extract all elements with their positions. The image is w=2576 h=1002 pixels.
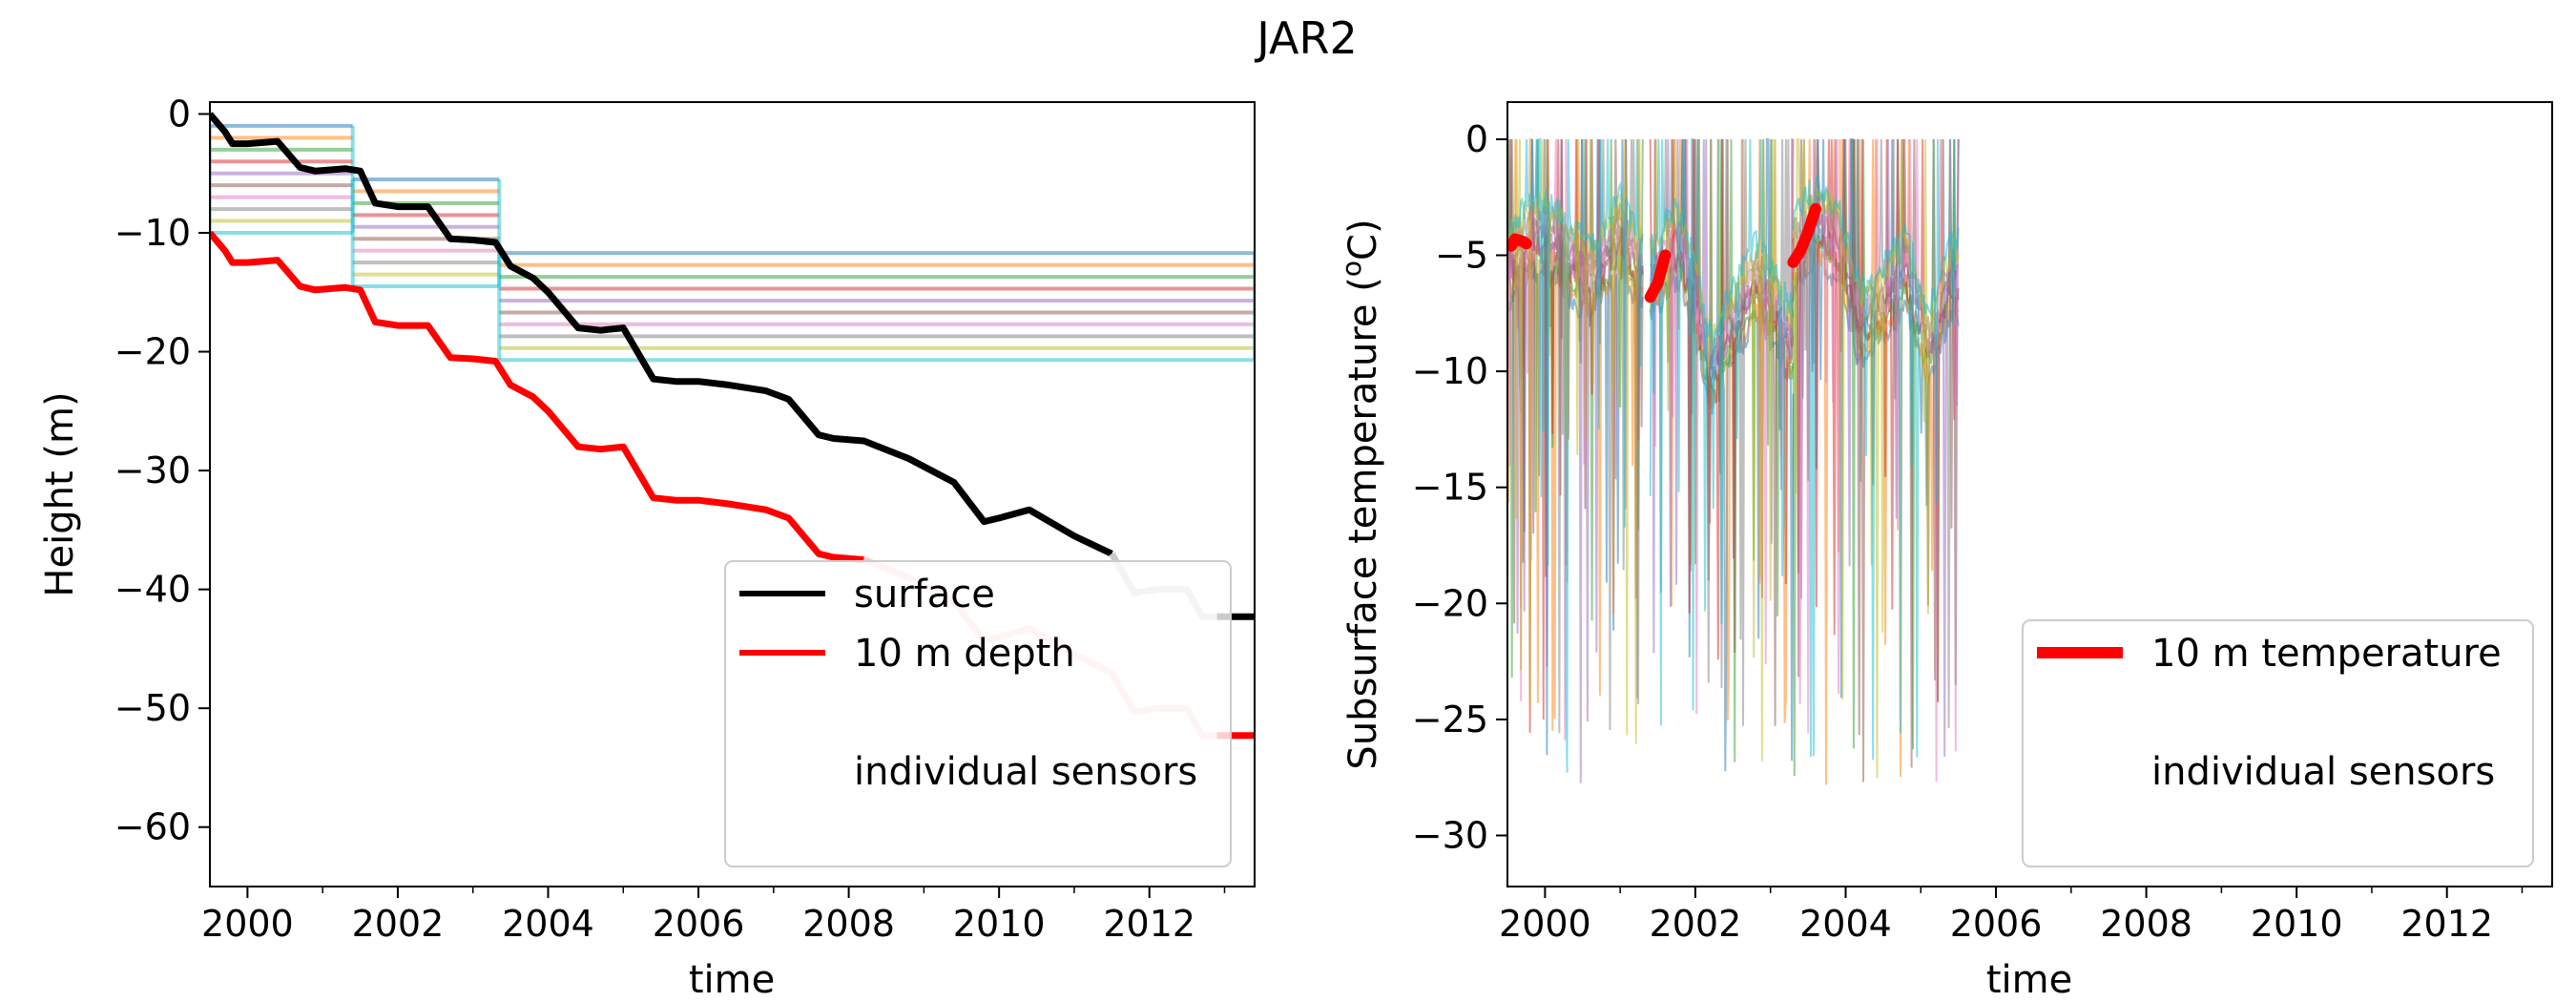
temperature-x-tick-label: 2008 bbox=[2100, 903, 2192, 945]
height-y-tick-label: −20 bbox=[114, 331, 191, 373]
sensor-temperature-lines bbox=[1507, 137, 1960, 785]
legend-label-surface: surface bbox=[854, 573, 995, 616]
temperature-x-tick-label: 2000 bbox=[1499, 903, 1591, 945]
height-legend-box bbox=[724, 560, 1232, 867]
temperature-10m-segment bbox=[1644, 249, 1672, 303]
sensor-temperature-line bbox=[1792, 138, 1960, 785]
temperature-y-tick-label: −25 bbox=[1412, 699, 1488, 741]
height-x-ticks: 2000 2002 2004 2006 2008 2010 2012 bbox=[201, 887, 1226, 945]
height-x-tick-label: 2010 bbox=[953, 903, 1046, 945]
height-y-tick-label: −60 bbox=[114, 806, 191, 848]
series-line bbox=[210, 112, 1113, 557]
temperature-plot-frame bbox=[1506, 101, 2553, 887]
height-x-tick-label: 2008 bbox=[802, 903, 895, 945]
temperature-10m-segment bbox=[1787, 202, 1821, 268]
sensor-depth-lines bbox=[210, 123, 1255, 363]
height-y-tick-label: −40 bbox=[114, 569, 191, 611]
temperature-x-tick-label: 2006 bbox=[1950, 903, 2043, 945]
height-x-label: time bbox=[689, 958, 775, 1002]
legend-label-individual-sensors: individual sensors bbox=[854, 750, 1197, 794]
temperature-x-ticks: 2000 2002 2004 2006 2008 2010 2012 bbox=[1499, 887, 2524, 945]
sensor-temperature-line bbox=[1792, 138, 1960, 761]
temperature-x-label: time bbox=[1986, 958, 2072, 1002]
temperature-y-ticks: 0 −5 −10 −15 −20 −25 −30 bbox=[1412, 118, 1507, 856]
temperature-legend-box bbox=[2022, 619, 2534, 867]
height-y-tick-label: −50 bbox=[114, 687, 191, 729]
height-y-tick-label: −10 bbox=[114, 212, 191, 254]
temperature-y-tick-label: 0 bbox=[1465, 118, 1488, 160]
temperature-x-tick-label: 2002 bbox=[1650, 903, 1742, 945]
sensor-temperature-line bbox=[1507, 138, 1644, 744]
series-line bbox=[210, 230, 864, 563]
height-legend: surface 10 m depth individual sensors bbox=[724, 560, 1232, 867]
sensor-temperature-line bbox=[1507, 137, 1644, 773]
legend-label-individual-sensors-temp: individual sensors bbox=[2151, 750, 2495, 794]
height-y-ticks: 0 −10 −20 −30 −40 −50 −60 bbox=[114, 93, 210, 848]
temperature-x-tick-label: 2004 bbox=[1799, 903, 1892, 945]
height-x-tick-label: 2012 bbox=[1103, 903, 1195, 945]
temperature-y-label: Subsurface temperature (oC) bbox=[1336, 219, 1386, 769]
temperature-y-tick-label: −5 bbox=[1435, 235, 1488, 277]
temperature-panel: 2000 2002 2004 2006 2008 2010 2012 0 −5 −10 −15 −2… bbox=[1336, 101, 2553, 1002]
temperature-y-tick-label: −20 bbox=[1412, 582, 1488, 624]
height-y-label: Height (m) bbox=[38, 391, 82, 596]
temperature-y-tick-label: −15 bbox=[1412, 467, 1488, 509]
legend-label-10m-depth: 10 m depth bbox=[854, 632, 1075, 676]
temperature-10m-segment bbox=[1507, 233, 1532, 252]
temperature-x-tick-label: 2010 bbox=[2251, 903, 2343, 945]
temperature-y-tick-label: −10 bbox=[1412, 350, 1488, 392]
height-y-tick-label: −30 bbox=[114, 449, 191, 491]
temperature-series bbox=[1507, 202, 1821, 303]
temperature-x-tick-label: 2012 bbox=[2400, 903, 2493, 945]
height-panel: 2000 2002 2004 2006 2008 2010 2012 0 −10 −20 −30 −… bbox=[38, 93, 1256, 1002]
height-x-tick-label: 2006 bbox=[653, 903, 745, 945]
height-y-tick-label: 0 bbox=[168, 93, 191, 135]
temperature-legend: 10 m temperature individual sensors bbox=[2022, 619, 2534, 867]
legend-label-10m-temperature: 10 m temperature bbox=[2151, 632, 2502, 676]
temperature-y-tick-label: −30 bbox=[1412, 814, 1488, 856]
height-x-tick-label: 2002 bbox=[352, 903, 445, 945]
sensor-temperature-line bbox=[1649, 138, 1795, 726]
height-x-tick-label: 2004 bbox=[502, 903, 594, 945]
height-plot-frame bbox=[209, 101, 1256, 887]
height-x-tick-label: 2000 bbox=[201, 903, 294, 945]
figure-title: JAR2 bbox=[1254, 12, 1357, 64]
